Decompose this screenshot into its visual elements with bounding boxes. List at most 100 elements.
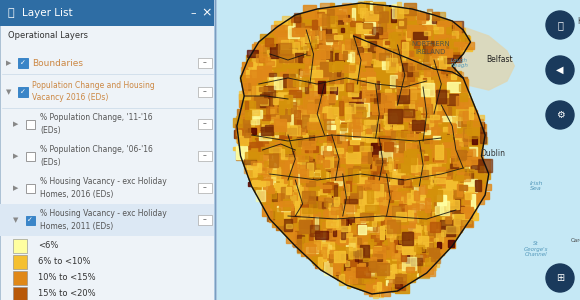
Bar <box>266 196 270 203</box>
Bar <box>382 34 387 38</box>
Bar <box>416 187 420 193</box>
Bar <box>327 29 340 32</box>
Bar <box>328 265 339 274</box>
Bar <box>399 57 405 70</box>
Bar <box>376 225 379 237</box>
Bar <box>386 119 392 124</box>
Bar <box>378 12 388 22</box>
Bar <box>340 227 345 239</box>
Bar <box>342 65 354 72</box>
Bar <box>397 89 408 103</box>
Bar <box>365 64 372 77</box>
Bar <box>291 17 300 22</box>
Bar <box>275 130 284 139</box>
Bar <box>342 116 351 123</box>
Bar <box>374 58 381 66</box>
Bar <box>362 84 376 97</box>
Bar <box>242 82 247 93</box>
Bar <box>245 147 257 159</box>
Bar <box>459 34 469 41</box>
Bar <box>398 238 409 247</box>
Bar <box>249 56 263 69</box>
Bar <box>325 64 331 70</box>
Bar <box>401 63 412 76</box>
Bar <box>311 36 318 43</box>
Bar <box>346 152 360 163</box>
Bar <box>413 81 418 86</box>
Bar <box>364 16 374 21</box>
Bar <box>335 148 343 153</box>
Bar <box>381 220 393 227</box>
Bar <box>324 74 328 78</box>
Bar <box>386 167 398 175</box>
Bar <box>426 173 429 180</box>
Bar <box>310 90 317 99</box>
Bar <box>361 156 371 168</box>
Bar <box>379 197 388 206</box>
Text: Irish
Sea: Irish Sea <box>530 181 543 191</box>
Bar <box>390 108 396 120</box>
Bar <box>443 107 451 118</box>
Bar <box>327 195 335 201</box>
Bar <box>278 92 289 103</box>
Bar <box>432 187 440 195</box>
Bar <box>367 190 373 203</box>
Bar <box>439 56 447 68</box>
Bar <box>466 187 474 192</box>
Bar <box>466 112 474 116</box>
Bar <box>441 203 449 210</box>
Bar <box>357 47 363 54</box>
Bar <box>378 268 389 279</box>
Bar <box>437 89 448 100</box>
Bar <box>392 243 404 247</box>
Bar <box>238 136 248 145</box>
Bar <box>370 2 384 13</box>
Bar <box>333 230 336 236</box>
Bar <box>414 175 423 186</box>
Bar <box>273 93 285 104</box>
Bar <box>236 146 246 160</box>
Bar <box>258 120 271 130</box>
Bar <box>296 90 302 104</box>
Bar <box>425 15 435 23</box>
Bar <box>361 90 365 97</box>
Bar <box>333 196 346 202</box>
Bar <box>437 217 446 224</box>
Bar <box>290 80 298 86</box>
Bar <box>394 54 402 62</box>
Bar <box>325 233 337 242</box>
Bar <box>243 108 253 111</box>
Bar <box>389 159 393 171</box>
Bar <box>267 106 271 109</box>
Bar <box>448 116 460 127</box>
Bar <box>329 95 334 104</box>
Bar <box>349 42 358 51</box>
Bar <box>378 104 382 110</box>
Text: Dublin: Dublin <box>480 148 505 158</box>
Bar <box>371 59 382 67</box>
Bar <box>344 125 358 138</box>
Bar <box>443 127 452 131</box>
Bar <box>481 184 491 190</box>
Bar <box>318 29 329 40</box>
Bar <box>389 67 394 71</box>
Bar <box>461 79 468 93</box>
Bar <box>260 57 270 61</box>
Bar <box>289 63 299 77</box>
Bar <box>278 192 288 205</box>
Bar <box>318 202 327 208</box>
Bar <box>290 157 298 167</box>
Bar <box>293 185 300 191</box>
Bar <box>284 128 296 135</box>
Bar <box>303 33 310 42</box>
Bar <box>285 160 296 172</box>
Bar <box>434 127 444 136</box>
Bar <box>334 202 341 211</box>
Bar <box>401 253 407 261</box>
Bar <box>434 178 445 183</box>
Bar <box>418 116 425 128</box>
Bar <box>392 238 404 248</box>
Bar <box>459 164 468 171</box>
Text: St
George's
Channel: St George's Channel <box>524 241 549 257</box>
Bar <box>324 148 335 156</box>
